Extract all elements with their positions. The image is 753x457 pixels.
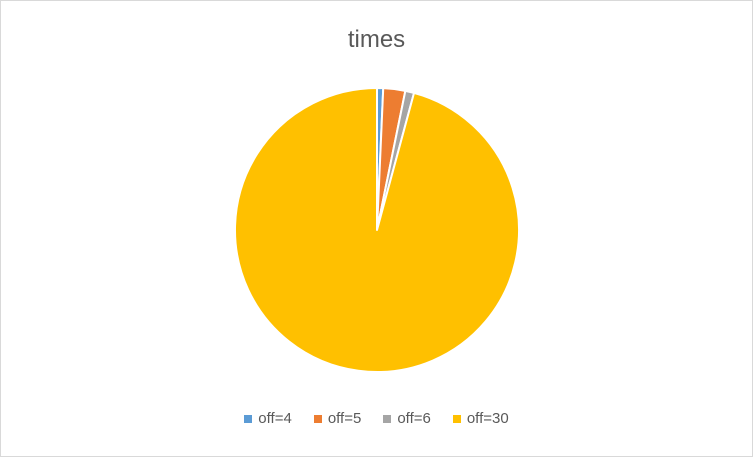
legend-swatch-off-4 — [244, 414, 253, 423]
legend-item-off-30: off=30 — [452, 410, 509, 427]
legend: off=4 off=5 off=6 off=30 — [0, 410, 753, 427]
legend-swatch-off-30 — [452, 414, 461, 423]
legend-swatch-off-5 — [313, 414, 322, 423]
legend-item-off-5: off=5 — [313, 410, 362, 427]
legend-label-off-30: off=30 — [466, 410, 509, 427]
chart-title: times — [347, 26, 406, 53]
legend-label-off-6: off=6 — [397, 410, 431, 427]
legend-item-off-6: off=6 — [383, 410, 431, 427]
legend-item-off-4: off=4 — [244, 410, 292, 427]
legend-label-off-4: off=4 — [258, 410, 292, 427]
legend-label-off-5: off=5 — [327, 410, 362, 427]
pie-slice-off-30 — [234, 87, 520, 373]
legend-swatch-off-6 — [383, 414, 392, 423]
